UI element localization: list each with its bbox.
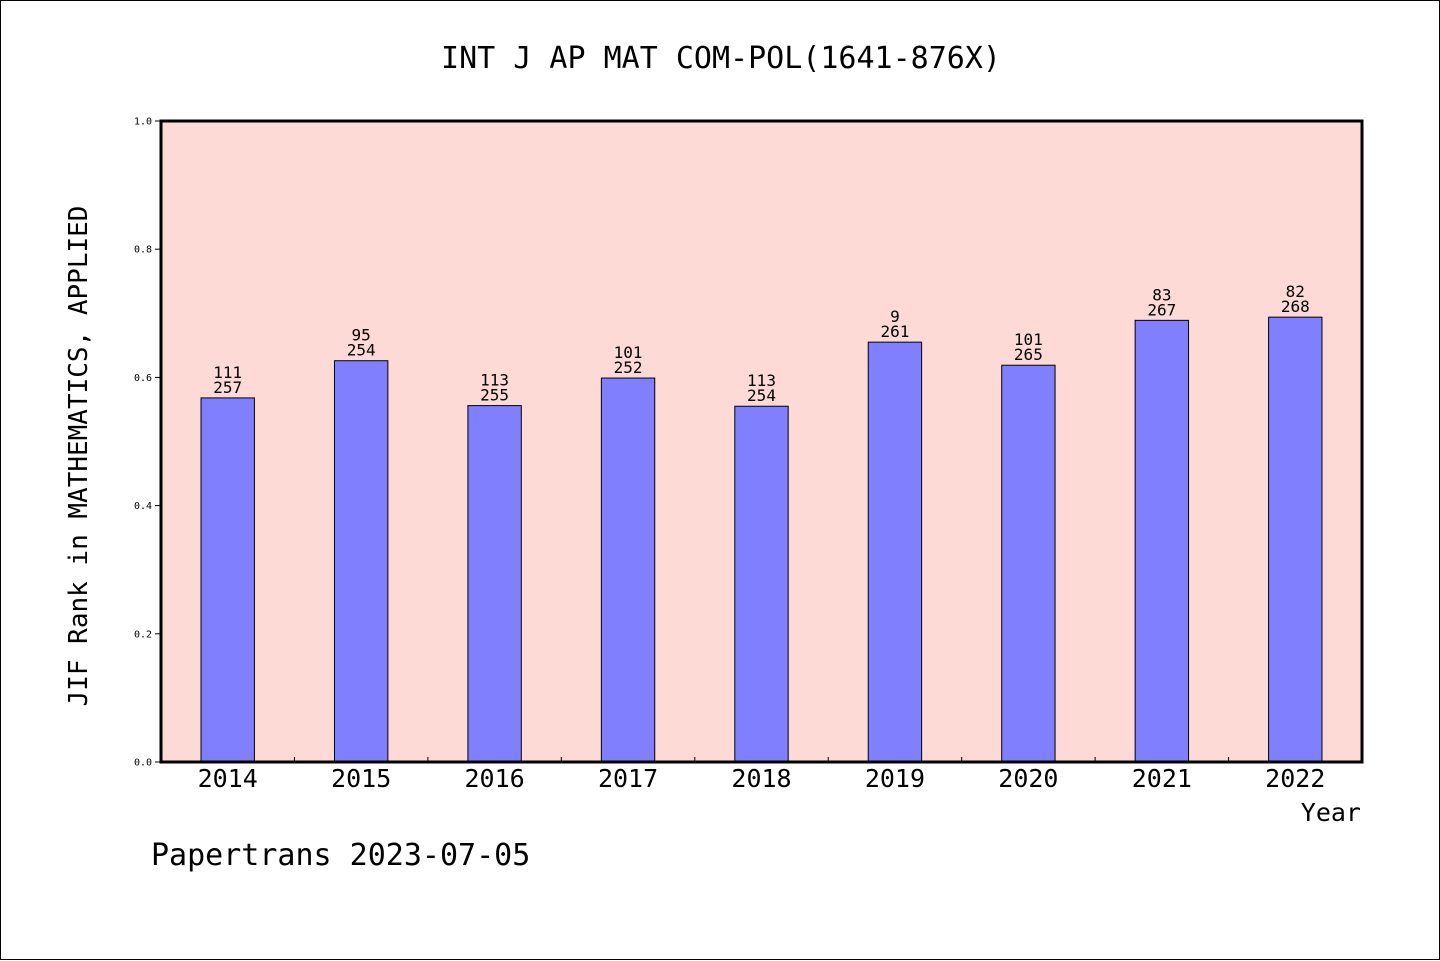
bar-2015 (333, 360, 389, 763)
bar-2021 (1134, 319, 1190, 763)
x-tick-label-2018: 2018 (731, 764, 791, 793)
rank-label-2022: 82 (1286, 282, 1305, 301)
bar-2016 (467, 405, 522, 763)
total-label-2022: 268 (1281, 297, 1310, 316)
bar-2019 (867, 341, 923, 763)
y-tick-label: 1.0 (134, 117, 152, 128)
plot-border (159, 119, 1364, 764)
y-tick-label: 0.4 (134, 501, 152, 512)
x-tick-label-2021: 2021 (1132, 764, 1192, 793)
rank-label-2018: 113 (747, 371, 776, 390)
total-label-2021: 267 (1147, 300, 1176, 319)
x-tick-label-2014: 2014 (198, 764, 258, 793)
chart-title: INT J AP MAT COM-POL(1641-876X) (441, 41, 1001, 76)
total-label-2018: 254 (747, 386, 776, 405)
rank-label-2017: 101 (614, 343, 643, 362)
y-axis-ticks: 0.0 0.2 0.4 0.6 0.8 1.0 (134, 117, 161, 769)
credit-text: Papertrans 2023-07-05 (151, 838, 530, 873)
rank-label-2019: 9 (890, 307, 900, 326)
total-label-2015: 254 (347, 341, 376, 360)
rank-label-2014: 111 (213, 363, 242, 382)
rank-label-2020: 101 (1014, 330, 1043, 349)
total-label-2017: 252 (614, 358, 643, 377)
y-tick-label: 0.8 (134, 245, 152, 256)
x-tick-label-2022: 2022 (1265, 764, 1325, 793)
y-tick-label: 0.6 (134, 373, 152, 384)
x-tick-label-2017: 2017 (598, 764, 658, 793)
x-tick-label-2019: 2019 (865, 764, 925, 793)
bars-group (200, 316, 1323, 763)
x-axis-ticks: 2014 2015 2016 2017 2018 2019 2020 2021 2022 (198, 757, 1325, 793)
total-label-2020: 265 (1014, 345, 1043, 364)
bar-2018 (734, 405, 789, 763)
y-axis-label: JIF Rank in MATHEMATICS, APPLIED (64, 206, 94, 707)
rank-label-2015: 95 (352, 326, 371, 345)
total-label-2019: 261 (880, 322, 909, 341)
x-tick-label-2020: 2020 (998, 764, 1058, 793)
total-label-2016: 255 (480, 386, 509, 405)
y-tick-label: 0.0 (134, 758, 152, 769)
y-tick-label: 0.2 (134, 629, 152, 640)
bar-2020 (1001, 364, 1056, 763)
x-axis-label: Year (1301, 798, 1361, 827)
x-tick-label-2016: 2016 (465, 764, 525, 793)
x-tick-label-2015: 2015 (331, 764, 391, 793)
bar-2017 (600, 377, 656, 763)
bar-2014 (200, 397, 255, 763)
total-label-2014: 257 (213, 378, 242, 397)
bar-2022 (1268, 316, 1323, 763)
rank-label-2021: 83 (1152, 285, 1171, 304)
rank-label-2016: 113 (480, 371, 509, 390)
